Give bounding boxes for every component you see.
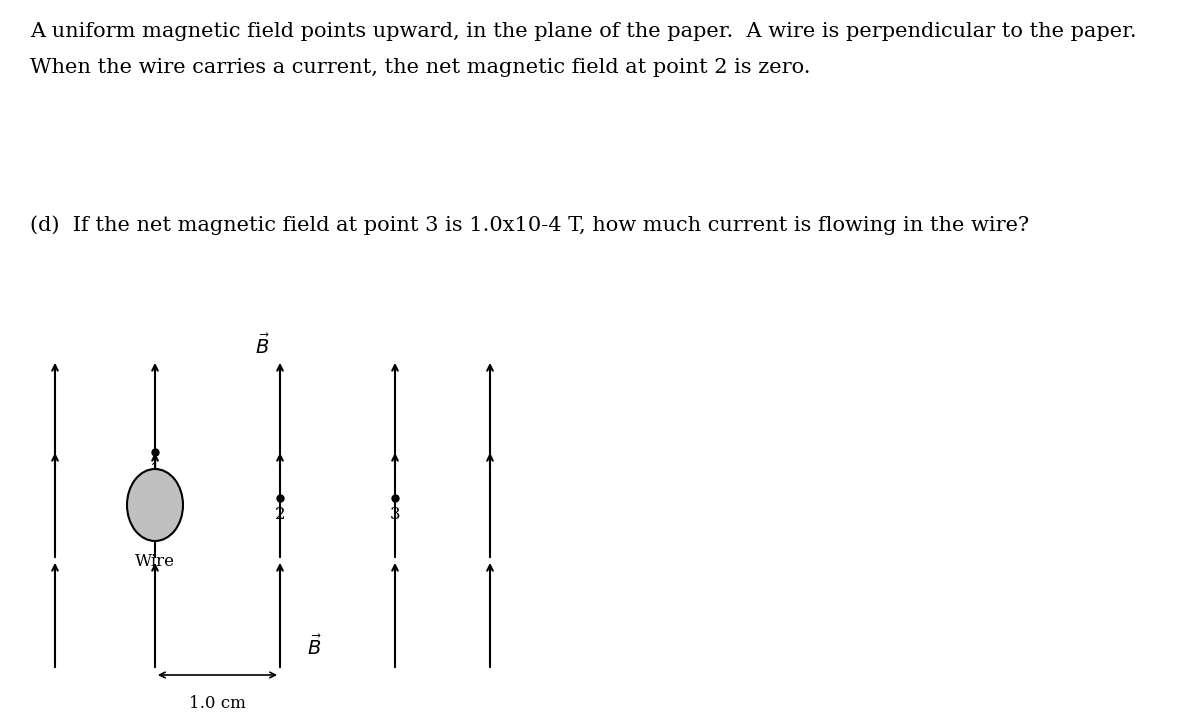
Text: 1.0 cm: 1.0 cm <box>188 695 246 712</box>
Text: 1: 1 <box>150 462 161 479</box>
Text: $\vec{B}$: $\vec{B}$ <box>256 334 270 358</box>
Text: $\vec{B}$: $\vec{B}$ <box>307 635 323 660</box>
Text: 3: 3 <box>390 506 401 523</box>
Text: Wire: Wire <box>134 553 175 570</box>
Text: (d)  If the net magnetic field at point 3 is 1.0x10-4 T, how much current is flo: (d) If the net magnetic field at point 3… <box>30 215 1030 235</box>
Text: 2: 2 <box>275 506 286 523</box>
Text: A uniform magnetic field points upward, in the plane of the paper.  A wire is pe: A uniform magnetic field points upward, … <box>30 22 1136 41</box>
Text: When the wire carries a current, the net magnetic field at point 2 is zero.: When the wire carries a current, the net… <box>30 58 810 77</box>
Ellipse shape <box>127 469 182 541</box>
